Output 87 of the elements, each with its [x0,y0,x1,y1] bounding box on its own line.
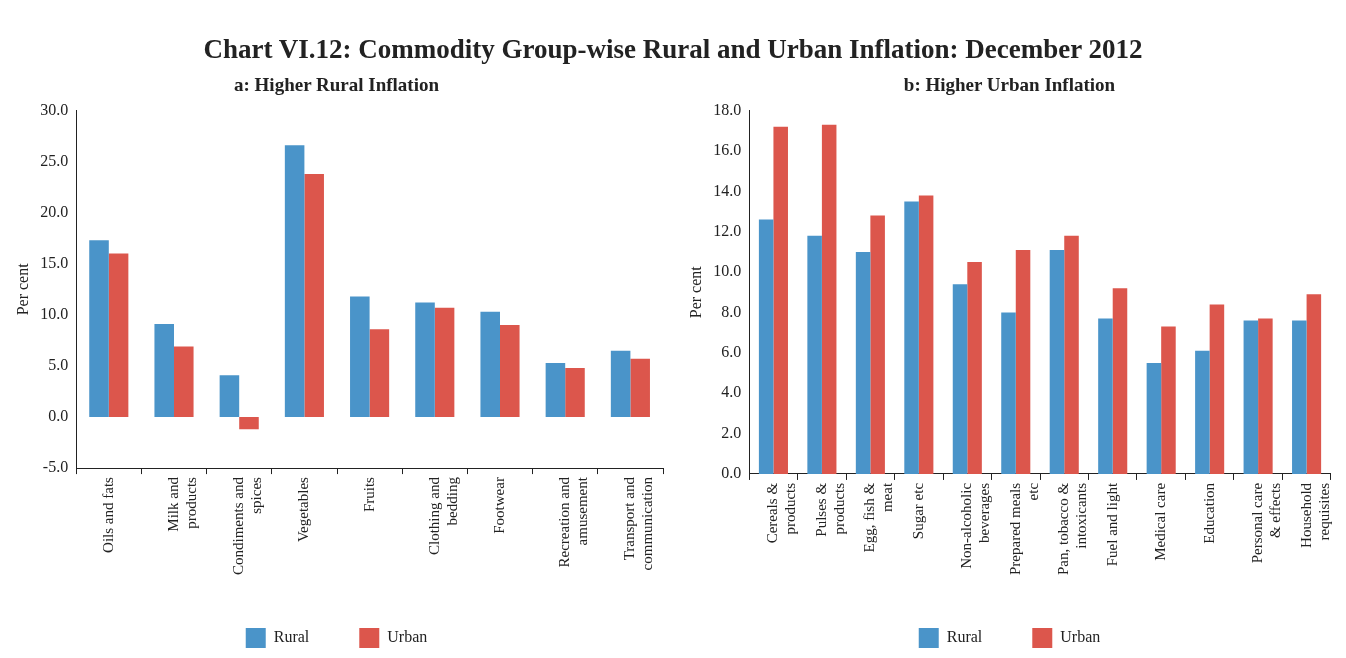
y-tick-label: 12.0 [713,221,742,239]
y-tick-label: 4.0 [721,383,742,401]
y-axis-title: Per cent [13,262,31,316]
bar [1258,318,1273,474]
bar [108,253,129,418]
bar [1064,235,1079,474]
bar [630,358,650,418]
bar [1001,312,1016,474]
y-tick-label: 0.0 [48,407,69,425]
y-tick-label: 20.0 [40,202,69,220]
x-tick-label: Medical care [1152,482,1169,561]
bar [1292,320,1307,474]
x-tick-label: Non-alcoholic beverages [958,482,993,569]
bar [154,324,174,418]
y-tick-label: 8.0 [721,302,742,320]
chart-title: Chart VI.12: Commodity Group-wise Rural and Urban Inflation: December 2012 [202,34,1144,66]
bar [434,307,455,418]
x-tick-label: Education [1200,482,1217,544]
bar [1243,320,1259,474]
bar [1161,326,1176,474]
bar [284,145,305,418]
y-tick-label: 5.0 [48,356,69,374]
x-tick-label: Fuel and light [1103,482,1120,567]
bar [904,201,919,474]
x-tick-label: Recreation and amusement [556,476,591,568]
chart-subtitle: a: Higher Rural Inflation [233,74,440,97]
bar [967,261,982,474]
x-tick-label: Footwear [490,477,507,534]
x-tick-label: Clothing and bedding [425,476,460,556]
x-tick-label: Fruits [360,476,377,513]
bar [1098,318,1113,474]
bar [545,362,566,418]
bar [219,375,240,418]
bar [304,173,324,418]
bar [855,251,871,474]
bar [89,240,109,418]
bar [500,325,520,418]
x-tick-label: Personal care & effects [1249,482,1284,564]
bar [918,195,934,474]
bar [415,302,435,418]
bar [1195,350,1210,474]
bar [480,311,500,418]
y-tick-label: 14.0 [713,181,742,199]
bar [758,219,774,474]
bar [565,367,585,418]
bar [350,296,370,418]
x-tick-label: Vegetables [295,476,312,543]
y-axis-title: Per cent [686,265,704,319]
x-tick-label: Egg, fish & meat [861,482,896,553]
x-tick-label: Cereals & products [764,482,799,544]
y-tick-label: 25.0 [40,151,69,169]
y-tick-label: 30.0 [40,100,69,118]
bar [1306,294,1322,474]
x-tick-label: Prepared meals etc [1006,482,1041,575]
x-tick-label: Household requisites [1297,482,1332,548]
legend-label: Urban [387,628,428,646]
legend-label: Rural [273,628,310,646]
x-tick-label: Condiments and spices [230,476,265,576]
bar [1209,304,1225,474]
bar [174,346,194,418]
bar [807,235,822,474]
bar [1049,249,1065,474]
y-tick-label: 18.0 [713,100,742,118]
y-tick-label: 10.0 [713,262,742,280]
x-tick-label: Milk and products [164,476,199,532]
bar [773,126,788,474]
y-tick-label: 2.0 [721,423,742,441]
bar [952,284,968,474]
x-tick-label: Sugar etc [909,482,926,540]
bar [1112,288,1128,474]
y-tick-label: 15.0 [40,254,69,272]
bar [239,417,259,430]
bar [369,329,390,418]
bar [870,215,885,474]
y-tick-label: -5.0 [42,458,69,476]
y-tick-label: 0.0 [721,464,742,482]
bar [610,350,631,418]
bar [821,124,837,474]
x-tick-label: Oils and fats [99,476,116,553]
y-tick-label: 6.0 [721,343,742,361]
y-tick-label: 10.0 [40,305,69,323]
legend-label: Rural [946,628,983,646]
chart-subtitle: b: Higher Urban Inflation [902,74,1117,97]
y-tick-label: 16.0 [713,141,742,159]
bar [1146,362,1162,474]
legend-label: Urban [1060,628,1101,646]
bar [1015,249,1031,474]
